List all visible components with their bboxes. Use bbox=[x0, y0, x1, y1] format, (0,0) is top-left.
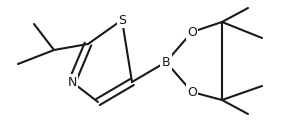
Text: O: O bbox=[187, 86, 197, 98]
Text: N: N bbox=[67, 76, 77, 89]
Text: S: S bbox=[118, 14, 126, 27]
Text: O: O bbox=[187, 26, 197, 38]
Text: B: B bbox=[162, 56, 170, 68]
